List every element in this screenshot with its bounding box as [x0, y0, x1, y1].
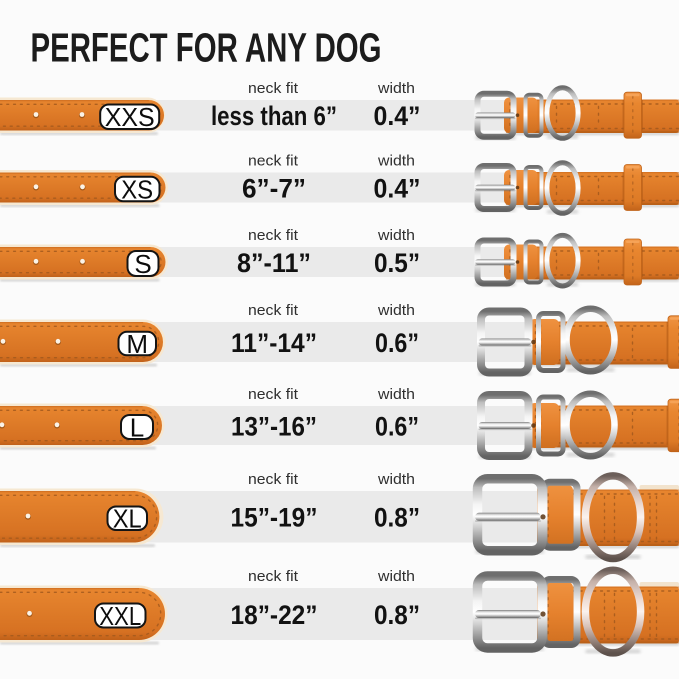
svg-text:0.6”: 0.6” [375, 411, 419, 441]
svg-text:XL: XL [113, 504, 142, 534]
svg-text:width: width [377, 80, 415, 97]
svg-text:XS: XS [121, 174, 153, 204]
svg-text:18”-22”: 18”-22” [231, 600, 318, 630]
svg-text:neck fit: neck fit [248, 153, 299, 170]
svg-text:XXS: XXS [105, 102, 155, 132]
svg-text:width: width [377, 568, 415, 585]
svg-text:0.6”: 0.6” [375, 328, 419, 358]
svg-text:less than 6”: less than 6” [211, 101, 337, 131]
svg-text:L: L [130, 412, 144, 442]
svg-text:S: S [134, 249, 151, 279]
svg-text:neck fit: neck fit [248, 227, 299, 244]
svg-text:11”-14”: 11”-14” [231, 328, 317, 358]
svg-text:13”-16”: 13”-16” [231, 411, 317, 441]
svg-text:XXL: XXL [99, 601, 141, 631]
svg-text:0.5”: 0.5” [374, 248, 420, 278]
svg-text:M: M [126, 329, 148, 359]
svg-text:15”-19”: 15”-19” [231, 503, 318, 533]
svg-text:neck fit: neck fit [248, 386, 299, 403]
svg-text:neck fit: neck fit [248, 568, 299, 585]
svg-text:neck fit: neck fit [248, 302, 299, 319]
svg-text:width: width [377, 471, 415, 488]
svg-text:0.4”: 0.4” [374, 173, 421, 203]
svg-text:8”-11”: 8”-11” [237, 248, 311, 278]
svg-text:neck fit: neck fit [248, 471, 299, 488]
svg-text:width: width [377, 227, 415, 244]
svg-text:0.8”: 0.8” [374, 600, 420, 630]
svg-text:width: width [377, 302, 415, 319]
svg-text:width: width [377, 153, 415, 170]
svg-text:0.4”: 0.4” [374, 101, 421, 131]
svg-text:width: width [377, 386, 415, 403]
svg-text:0.8”: 0.8” [374, 503, 420, 533]
svg-text:6”-7”: 6”-7” [242, 173, 306, 203]
svg-text:PERFECT FOR ANY DOG: PERFECT FOR ANY DOG [31, 25, 382, 71]
svg-text:neck fit: neck fit [248, 80, 299, 97]
